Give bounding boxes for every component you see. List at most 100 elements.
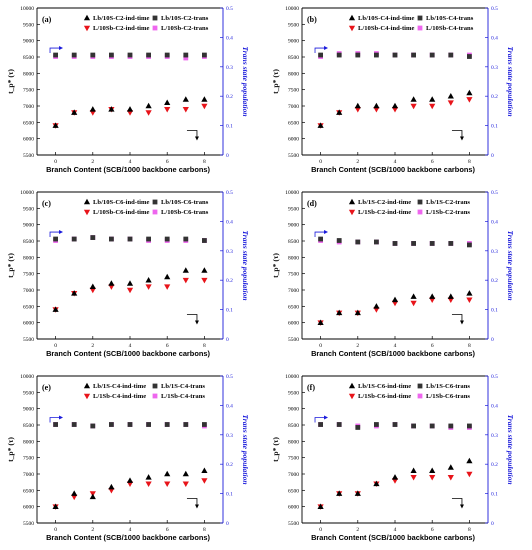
data-point (336, 490, 343, 496)
x-tick-label: 0 (54, 343, 57, 349)
legend-marker (83, 198, 91, 205)
data-point (467, 54, 472, 59)
y-tick-label: 7500 (23, 272, 34, 278)
y2-tick-label: 0.2 (491, 462, 498, 468)
y2-tick-label: 0.4 (226, 219, 233, 225)
y-tick-label: 8000 (23, 71, 34, 77)
x-tick-label: 0 (54, 527, 57, 533)
y-tick-label: 7000 (288, 288, 299, 294)
data-point (391, 106, 399, 113)
y2-axis-label: Trans state population (506, 230, 515, 300)
data-point (391, 478, 399, 484)
x-tick-label: 6 (431, 527, 434, 533)
data-point (410, 300, 417, 307)
data-point (145, 102, 152, 109)
x-tick-label: 8 (468, 527, 471, 533)
x-tick-label: 6 (166, 343, 169, 349)
data-point (373, 303, 380, 309)
legend-marker (152, 25, 158, 31)
legend-label: Lb/10S-C6-ind-time (93, 199, 149, 206)
data-point (108, 483, 115, 490)
y2-tick-label: 0.2 (491, 278, 498, 284)
y2-axis-label: Trans state population (506, 414, 515, 484)
data-point (71, 236, 77, 242)
y-tick-label: 5500 (23, 337, 34, 343)
data-point (410, 467, 417, 474)
legend-label: L/10Sb-C4-ind-time (358, 25, 414, 32)
data-point (448, 241, 454, 246)
x-tick-label: 4 (394, 527, 397, 533)
y2-tick-label: 0.4 (226, 403, 233, 409)
data-point (201, 277, 208, 284)
data-point (71, 109, 78, 115)
y-tick-label: 5500 (288, 521, 299, 527)
legend-marker (152, 383, 158, 389)
y-tick-label: 6500 (23, 304, 34, 310)
y-tick-label: 5500 (23, 521, 34, 527)
legend-marker (83, 393, 91, 400)
y2-tick-label: 0 (491, 153, 494, 159)
y-tick-label: 10000 (285, 190, 299, 196)
data-point (146, 422, 151, 427)
legend-marker (152, 199, 158, 205)
panel-label: (c) (42, 199, 51, 208)
legend-marker (348, 209, 356, 216)
legend-label: Lb/1S-C2-trans (426, 199, 470, 206)
y-tick-label: 8500 (288, 423, 299, 429)
y-tick-label: 5500 (288, 153, 299, 159)
data-point (354, 106, 361, 113)
legend-label: L/1Sb-C2-ind-time (358, 209, 411, 216)
legend-label: L/1Sb-C4-ind-time (93, 393, 146, 400)
data-point (126, 477, 134, 483)
panel-label: (b) (307, 15, 317, 24)
y2-tick-label: 0.5 (491, 6, 498, 12)
data-point (410, 103, 417, 110)
left-axis-arrowhead-icon (459, 320, 464, 325)
y-tick-label: 8000 (23, 255, 34, 261)
chart-panel-5: 5500 6000 6500 7000 7500 8000 8500 9000 9500 1000… (271, 374, 515, 542)
x-tick-label: 6 (166, 527, 169, 533)
y2-tick-label: 0.3 (226, 433, 233, 439)
left-axis-arrow-icon (186, 498, 198, 506)
y-tick-label: 7000 (23, 472, 34, 478)
x-axis-label: Branch Content (SCB/1000 backbone carbon… (46, 165, 210, 174)
y2-tick-label: 0.5 (491, 374, 498, 380)
data-point (336, 52, 342, 58)
right-axis-arrowhead-icon (59, 415, 64, 420)
y-tick-label: 9000 (288, 407, 299, 413)
x-axis-label: Branch Content (SCB/1000 backbone carbon… (311, 533, 475, 542)
x-tick-label: 6 (431, 343, 434, 349)
legend-label: Lb/10S-C4-ind-time (358, 15, 414, 22)
legend-marker (348, 198, 356, 205)
data-point (392, 422, 398, 427)
y2-tick-label: 0.3 (491, 249, 498, 255)
y-axis-label: t_p* (τ) (6, 437, 15, 462)
y-tick-label: 9500 (288, 22, 299, 28)
legend-marker (83, 382, 91, 389)
data-point (391, 474, 399, 480)
data-point (391, 296, 399, 303)
legend-marker (152, 209, 158, 215)
data-point (318, 422, 323, 427)
data-point (164, 470, 171, 477)
data-point (429, 293, 436, 299)
left-axis-arrowhead-icon (459, 504, 464, 509)
y-tick-label: 6500 (288, 304, 299, 310)
data-point (108, 488, 115, 494)
data-point (164, 52, 170, 58)
y2-tick-label: 0.1 (491, 124, 498, 130)
data-point (447, 297, 454, 303)
legend-label: Lb/1S-C6-ind-time (358, 383, 411, 390)
legend-marker (417, 25, 423, 31)
y-tick-label: 8000 (288, 71, 299, 77)
data-point (467, 242, 472, 248)
y-tick-label: 8500 (23, 55, 34, 61)
left-axis-arrow-icon (186, 314, 198, 322)
data-point (53, 236, 58, 242)
data-point (410, 474, 417, 481)
data-point (336, 309, 343, 316)
y2-tick-label: 0.1 (226, 308, 233, 314)
x-tick-label: 2 (356, 159, 359, 165)
data-point (373, 480, 380, 487)
data-point (182, 106, 189, 113)
